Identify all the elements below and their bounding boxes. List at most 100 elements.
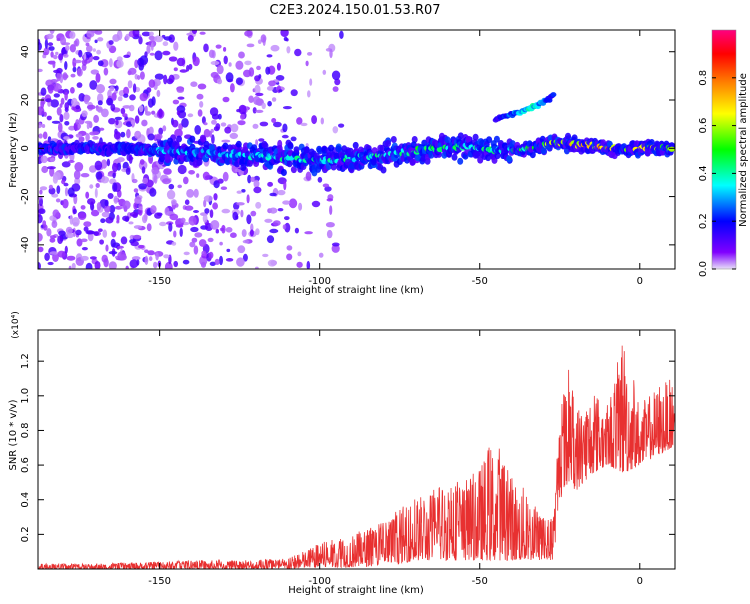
noise-speckle: [290, 89, 298, 97]
noise-speckle: [100, 218, 106, 224]
noise-speckle: [96, 84, 105, 94]
noise-speckle: [211, 134, 215, 145]
y-tick-label: -40: [20, 237, 31, 253]
noise-speckle: [97, 60, 104, 67]
band-point: [472, 133, 479, 141]
noise-speckle: [192, 56, 200, 67]
noise-speckle: [203, 199, 207, 208]
band-point: [493, 135, 500, 143]
noise-speckle: [51, 220, 58, 229]
noise-speckle: [117, 245, 124, 249]
noise-speckle: [49, 237, 56, 243]
colorbar-frame: [711, 29, 737, 270]
noise-speckle: [106, 97, 114, 106]
noise-speckle: [163, 36, 173, 41]
noise-speckle: [80, 255, 89, 261]
band-point: [196, 158, 203, 166]
noise-speckle: [174, 128, 183, 138]
noise-speckle: [191, 237, 198, 243]
noise-speckle: [236, 190, 243, 194]
noise-speckle: [241, 189, 246, 193]
band-point: [477, 156, 484, 164]
noise-speckle: [258, 138, 265, 142]
noise-speckle: [78, 49, 83, 58]
noise-speckle: [130, 120, 135, 125]
band-point: [293, 146, 300, 154]
noise-speckle: [150, 41, 154, 51]
band-point: [390, 136, 397, 143]
noise-speckle: [208, 49, 215, 58]
noise-speckle: [209, 261, 216, 266]
noise-speckle: [222, 96, 230, 103]
noise-speckle: [309, 78, 313, 86]
spectrogram-ylabel: Frequency (Hz): [8, 112, 19, 188]
noise-speckle: [162, 178, 171, 185]
noise-speckle: [92, 56, 100, 61]
colorbar-gradient: [712, 30, 736, 269]
noise-speckle: [47, 42, 54, 47]
noise-speckle: [235, 60, 244, 70]
y-tick-label: -20: [20, 188, 31, 204]
noise-speckle: [144, 255, 149, 265]
colorbar-tick-label: 0.0: [698, 261, 709, 277]
noise-speckle: [168, 56, 178, 62]
noise-speckle: [46, 33, 54, 40]
band-point: [199, 134, 206, 142]
noise-speckle: [267, 100, 272, 107]
noise-speckle: [306, 260, 311, 269]
noise-speckle: [103, 67, 109, 76]
noise-speckle: [296, 261, 303, 268]
noise-speckle: [77, 123, 82, 129]
x-tick-label: 0: [637, 276, 643, 287]
noise-speckle: [112, 162, 118, 173]
noise-speckle: [214, 258, 220, 265]
noise-speckle: [101, 254, 108, 263]
noise-speckle: [188, 170, 196, 175]
noise-speckle: [216, 64, 224, 75]
noise-speckle: [50, 79, 58, 84]
noise-speckle: [122, 200, 131, 210]
noise-speckle: [109, 58, 113, 68]
noise-speckle: [109, 86, 115, 92]
y-tick-label: 20: [20, 94, 31, 107]
noise-speckle: [64, 245, 68, 254]
noise-speckle: [255, 109, 264, 113]
noise-speckle: [221, 208, 231, 214]
noise-speckle: [46, 115, 52, 121]
noise-speckle: [111, 230, 117, 238]
noise-speckle: [154, 50, 163, 61]
noise-speckle: [176, 57, 186, 67]
noise-speckle: [268, 80, 277, 87]
band-point: [465, 135, 472, 143]
noise-speckle: [126, 128, 131, 139]
noise-speckle: [102, 229, 108, 238]
noise-speckle: [139, 55, 149, 66]
noise-speckle: [285, 38, 289, 42]
noise-speckle: [177, 184, 182, 189]
noise-speckle: [153, 261, 158, 269]
noise-speckle: [215, 228, 219, 234]
noise-speckle: [110, 103, 116, 112]
noise-speckle: [253, 175, 260, 182]
noise-speckle: [190, 81, 198, 87]
noise-speckle: [191, 30, 198, 35]
noise-speckle: [209, 209, 214, 219]
noise-speckle: [168, 222, 173, 232]
noise-speckle: [81, 58, 88, 66]
x-tick-label: -100: [308, 276, 331, 287]
noise-speckle: [198, 239, 207, 247]
snr-ylabel: SNR (10 * v/v): [8, 399, 19, 470]
noise-speckle: [116, 220, 120, 224]
noise-speckle: [209, 130, 212, 138]
band-point: [261, 140, 268, 148]
noise-speckle: [120, 107, 126, 115]
noise-speckle: [252, 107, 257, 114]
noise-speckle: [69, 31, 76, 39]
noise-speckle: [89, 80, 98, 90]
noise-speckle: [255, 92, 264, 97]
noise-speckle: [101, 108, 109, 118]
snr-marks: [38, 345, 675, 569]
noise-speckle: [286, 46, 291, 54]
band-point: [333, 152, 340, 160]
noise-speckle: [235, 77, 243, 85]
